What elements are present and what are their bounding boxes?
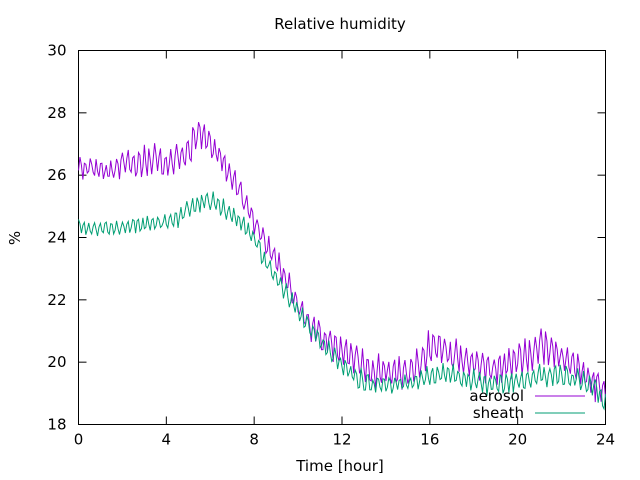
x-tick-label: 20 bbox=[508, 431, 527, 449]
y-axis-label: % bbox=[6, 231, 24, 245]
legend: aerosol sheath bbox=[469, 387, 585, 422]
y-tick-label: 20 bbox=[47, 353, 66, 371]
axis-ticks: 0 4 8 12 16 20 24 18 20 22 24 26 28 30 bbox=[47, 42, 615, 449]
x-tick-label: 0 bbox=[74, 431, 84, 449]
x-tick-label: 8 bbox=[249, 431, 259, 449]
legend-label-sheath: sheath bbox=[473, 404, 524, 422]
x-axis-label: Time [hour] bbox=[295, 457, 384, 475]
series-lines bbox=[78, 122, 606, 411]
x-tick-label: 24 bbox=[596, 431, 615, 449]
series-line-sheath bbox=[78, 191, 606, 411]
x-tick-label: 16 bbox=[420, 431, 439, 449]
y-tick-label: 22 bbox=[47, 291, 66, 309]
y-tick-label: 18 bbox=[47, 416, 66, 434]
x-tick-label: 4 bbox=[162, 431, 172, 449]
x-tick-label: 12 bbox=[332, 431, 351, 449]
legend-label-aerosol: aerosol bbox=[469, 387, 524, 405]
y-tick-label: 26 bbox=[47, 166, 66, 184]
y-tick-label: 28 bbox=[47, 104, 66, 122]
series-line-aerosol bbox=[78, 122, 606, 403]
y-tick-label: 30 bbox=[47, 42, 66, 60]
y-tick-label: 24 bbox=[47, 229, 66, 247]
chart-title: Relative humidity bbox=[274, 15, 406, 33]
